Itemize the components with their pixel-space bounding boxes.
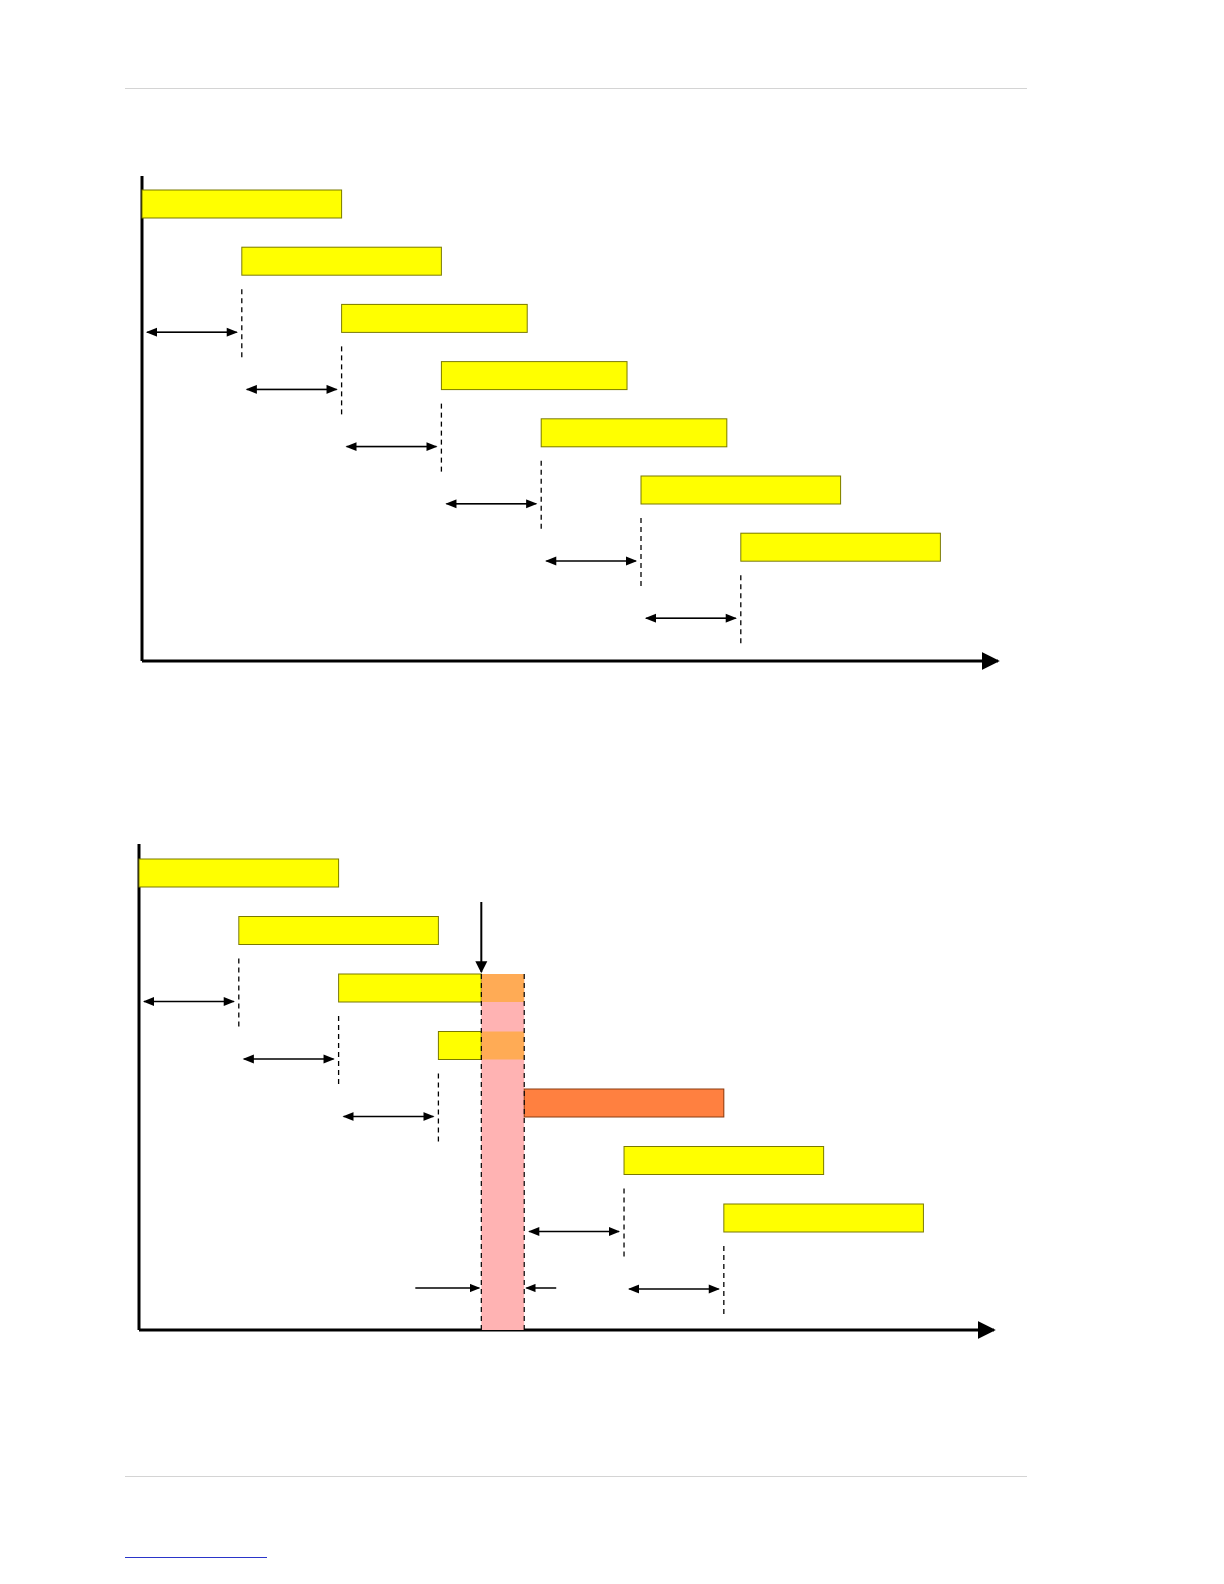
stall-band: [481, 974, 525, 1330]
overlap-block: [481, 974, 525, 1002]
header-rule: [125, 88, 1027, 89]
stage-bar: [740, 532, 941, 562]
stage-bar: [241, 246, 442, 276]
stage-bar: [437, 1031, 482, 1060]
pipeline-diagram-normal: [140, 176, 1000, 670]
stage-bar: [623, 1146, 825, 1175]
footer-rule: [125, 1476, 1027, 1477]
overlap-block: [481, 1031, 525, 1060]
stage-bar: [540, 418, 728, 448]
stalled-stage-bar: [523, 1088, 725, 1118]
stage-bar: [341, 303, 528, 333]
stage-bar: [141, 189, 343, 219]
stage-bar: [440, 361, 628, 391]
stage-bar: [238, 916, 439, 945]
stage-bar: [338, 973, 482, 1003]
pipeline-diagram-stall: [137, 844, 996, 1339]
footer-link-underline[interactable]: [125, 1557, 267, 1558]
stage-bar: [640, 475, 842, 505]
stage-bar: [138, 858, 340, 888]
stage-bar: [723, 1203, 924, 1233]
